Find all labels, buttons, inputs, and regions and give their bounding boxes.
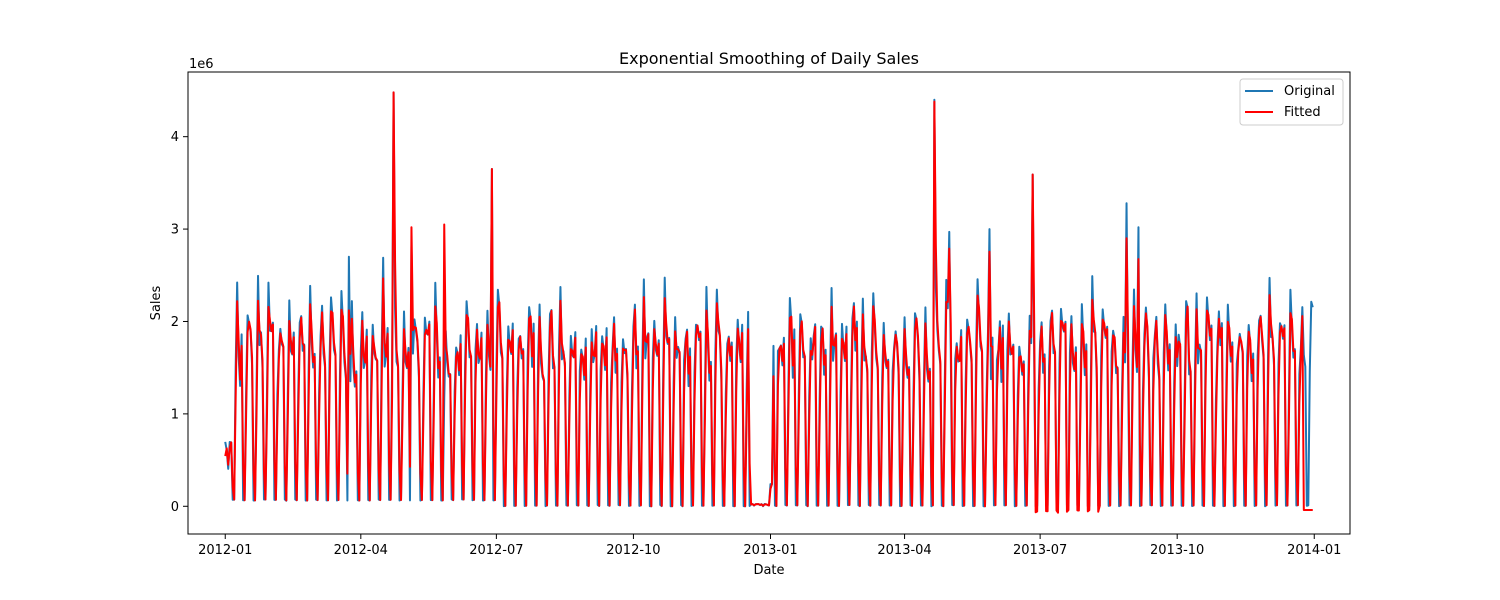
x-tick-label: 2013-04 <box>877 543 931 558</box>
plot-frame <box>187 71 1351 535</box>
legend-label-original: Original <box>1284 84 1335 99</box>
y-axis: 0 1 2 3 4 <box>171 130 188 515</box>
x-axis-title: Date <box>753 563 784 578</box>
x-tick-label: 2013-10 <box>1150 543 1204 558</box>
x-tick-label: 2012-10 <box>606 543 660 558</box>
legend-label-fitted: Fitted <box>1284 105 1321 120</box>
x-tick-label: 2013-01 <box>743 543 797 558</box>
y-tick-label: 2 <box>171 315 179 330</box>
y-tick-label: 1 <box>171 407 179 422</box>
x-tick-label: 2014-01 <box>1287 543 1341 558</box>
legend: Original Fitted <box>1239 78 1344 126</box>
x-axis: 2012-01 2012-04 2012-07 2012-10 2013-01 2013-… <box>198 534 1341 558</box>
x-tick-label: 2013-07 <box>1013 543 1067 558</box>
x-tick-label: 2012-01 <box>198 543 252 558</box>
y-tick-label: 0 <box>171 500 179 515</box>
y-offset-label: 1e6 <box>189 57 214 72</box>
x-tick-label: 2012-04 <box>334 543 388 558</box>
series-layer <box>224 91 1314 514</box>
series-line-fitted <box>224 91 1313 514</box>
y-tick-label: 4 <box>171 130 179 145</box>
plot-area <box>224 91 1314 514</box>
y-tick-label: 3 <box>171 223 179 238</box>
x-tick-label: 2012-07 <box>469 543 523 558</box>
y-axis-title: Sales <box>149 285 164 320</box>
chart-title: Exponential Smoothing of Daily Sales <box>619 49 919 68</box>
